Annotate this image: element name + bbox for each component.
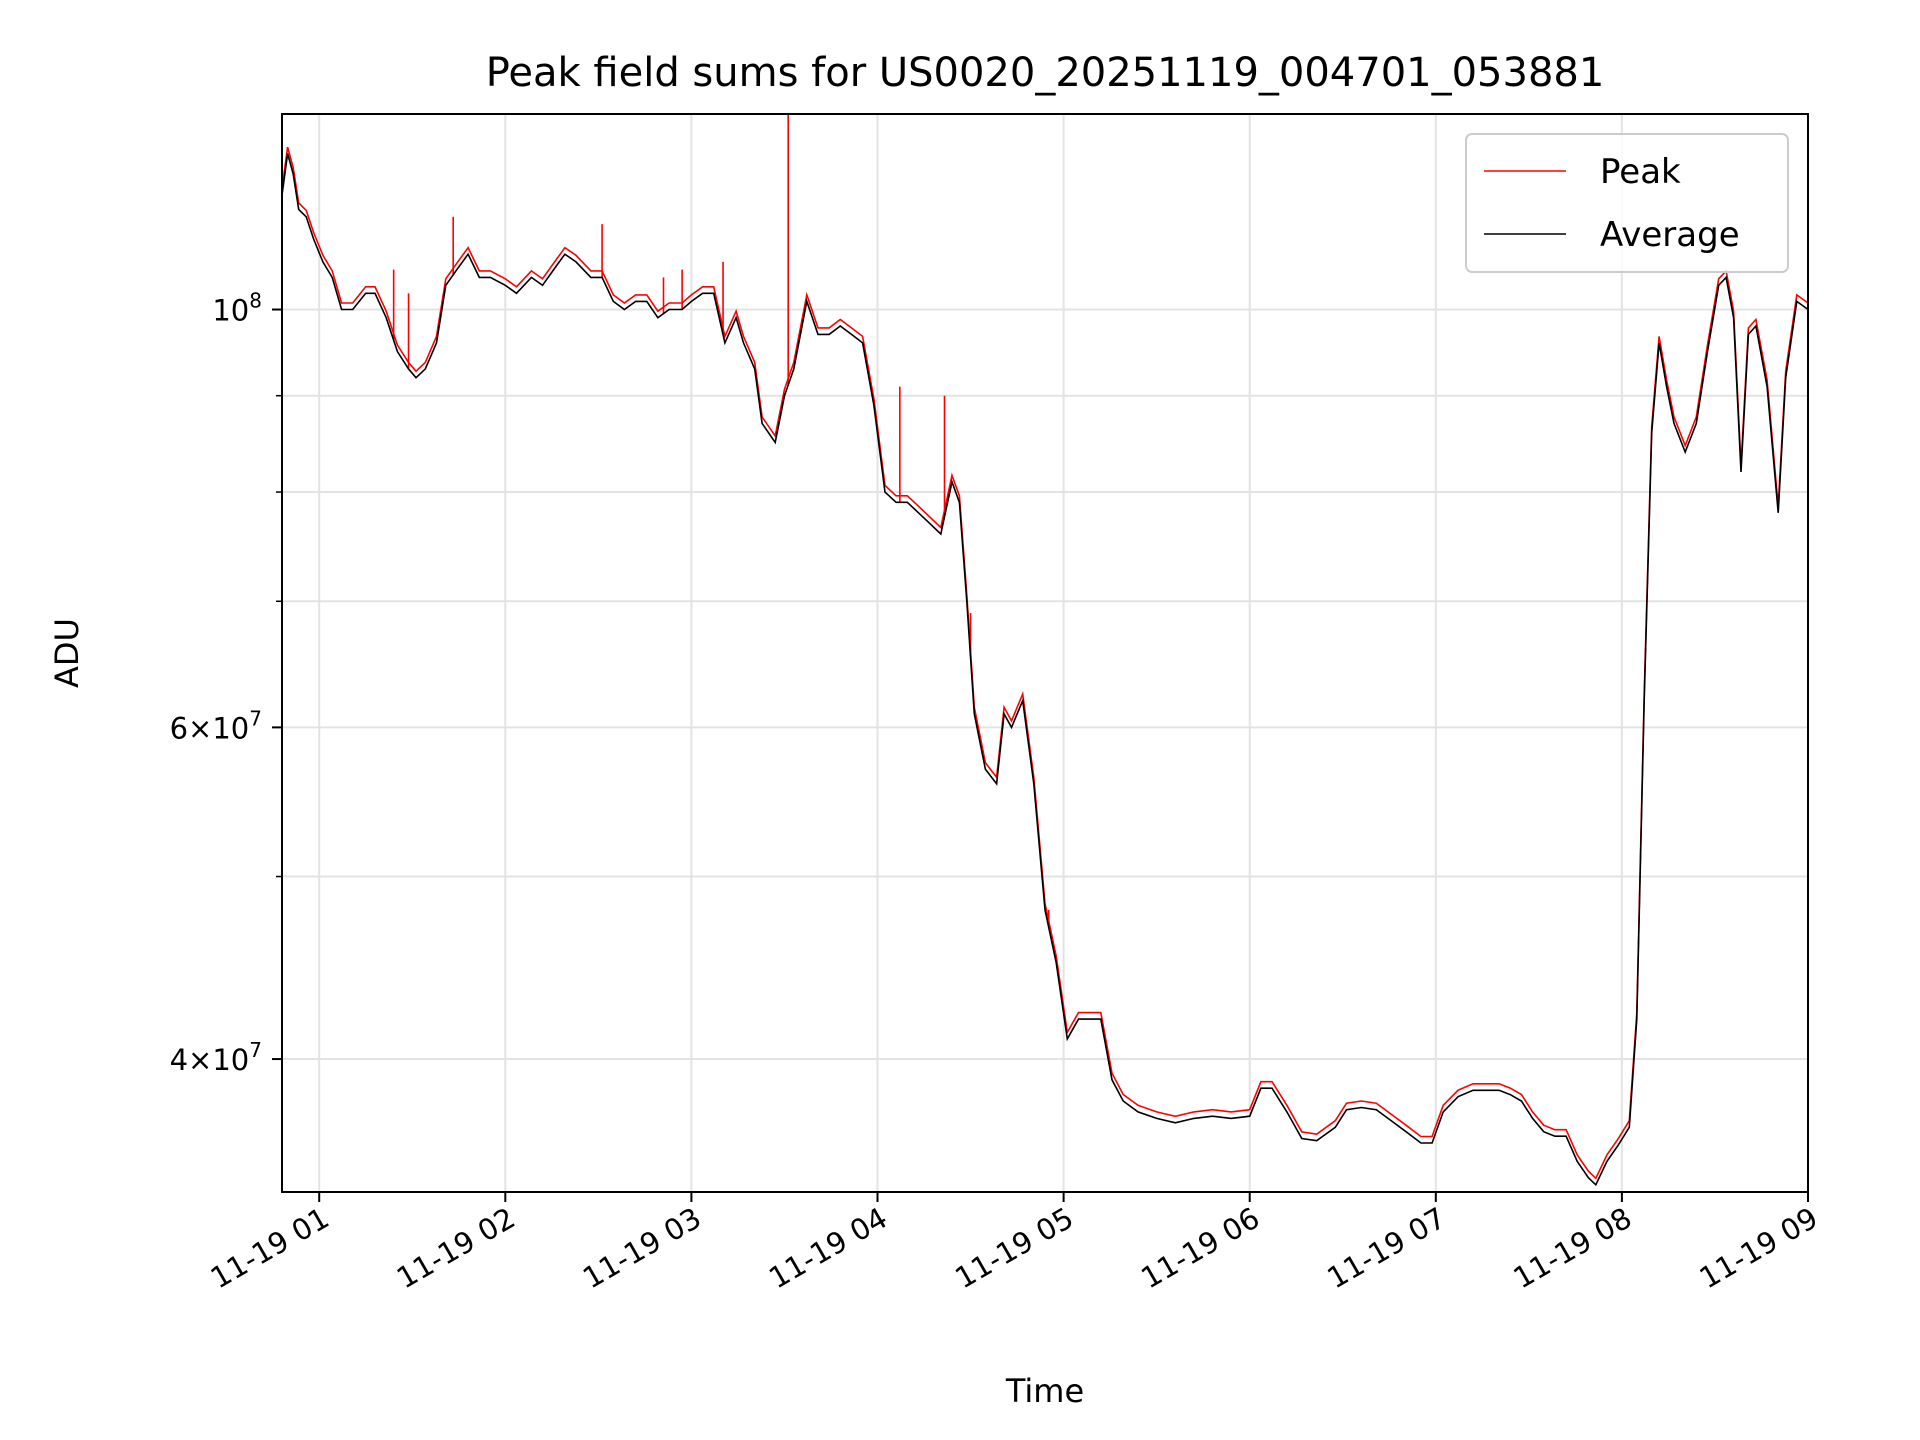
y-axis-label: ADU [48,618,86,688]
series-average-line [282,153,1808,1187]
legend-box [1465,133,1789,273]
x-axis-label: Time [1005,1372,1084,1410]
plot-frame [281,113,1809,1193]
y-tick-label: 6×107 [170,706,262,745]
y-axis-ticks: 4×107 6×107 108 [170,289,282,1077]
legend-peak-label: Peak [1600,152,1681,192]
chart-title: Peak field sums for US0020_20251119_0047… [486,50,1605,96]
series-layer [282,114,1808,1187]
legend: Peak Average [1465,133,1789,273]
legend-average-label: Average [1600,215,1740,255]
y-tick-label: 108 [212,289,262,328]
y-tick-label: 4×107 [170,1038,262,1077]
